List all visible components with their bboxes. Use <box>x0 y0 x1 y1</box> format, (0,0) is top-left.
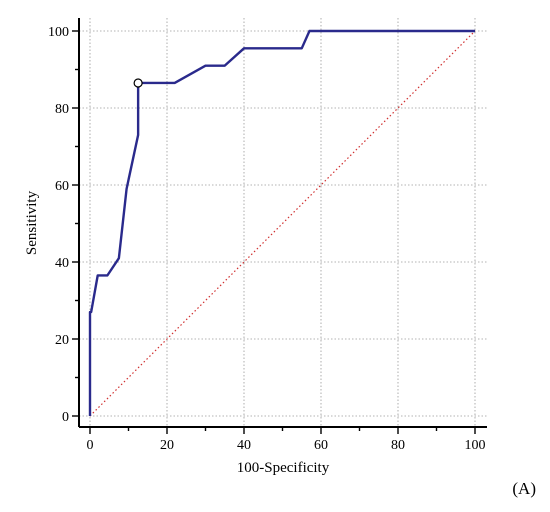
y-tick-label: 60 <box>55 179 69 194</box>
reference-line-layer <box>89 30 476 417</box>
x-tick-label: 20 <box>160 438 174 453</box>
x-tick-label: 100 <box>465 438 486 453</box>
y-tick-label: 80 <box>55 102 69 117</box>
x-axis-title: 100-Specificity <box>237 460 330 476</box>
diagonal-reference-line <box>89 30 476 417</box>
x-axis-ticks: 0 20 40 60 80 100 <box>87 427 486 453</box>
x-tick-label: 40 <box>237 438 251 453</box>
y-tick-label: 0 <box>62 410 69 425</box>
y-axis-ticks: 0 20 40 60 80 100 <box>48 25 79 425</box>
optimal-cutoff-marker <box>133 78 143 88</box>
roc-curve-layer <box>88 29 475 416</box>
y-tick-label: 20 <box>55 333 69 348</box>
panel-label: (A) <box>512 479 536 498</box>
roc-curve-line <box>88 29 475 416</box>
x-tick-label: 0 <box>87 438 94 453</box>
y-tick-label: 100 <box>48 25 69 40</box>
x-tick-label: 80 <box>391 438 405 453</box>
x-tick-label: 60 <box>314 438 328 453</box>
y-tick-label: 40 <box>55 256 69 271</box>
y-axis-title: Sensitivity <box>24 190 40 255</box>
